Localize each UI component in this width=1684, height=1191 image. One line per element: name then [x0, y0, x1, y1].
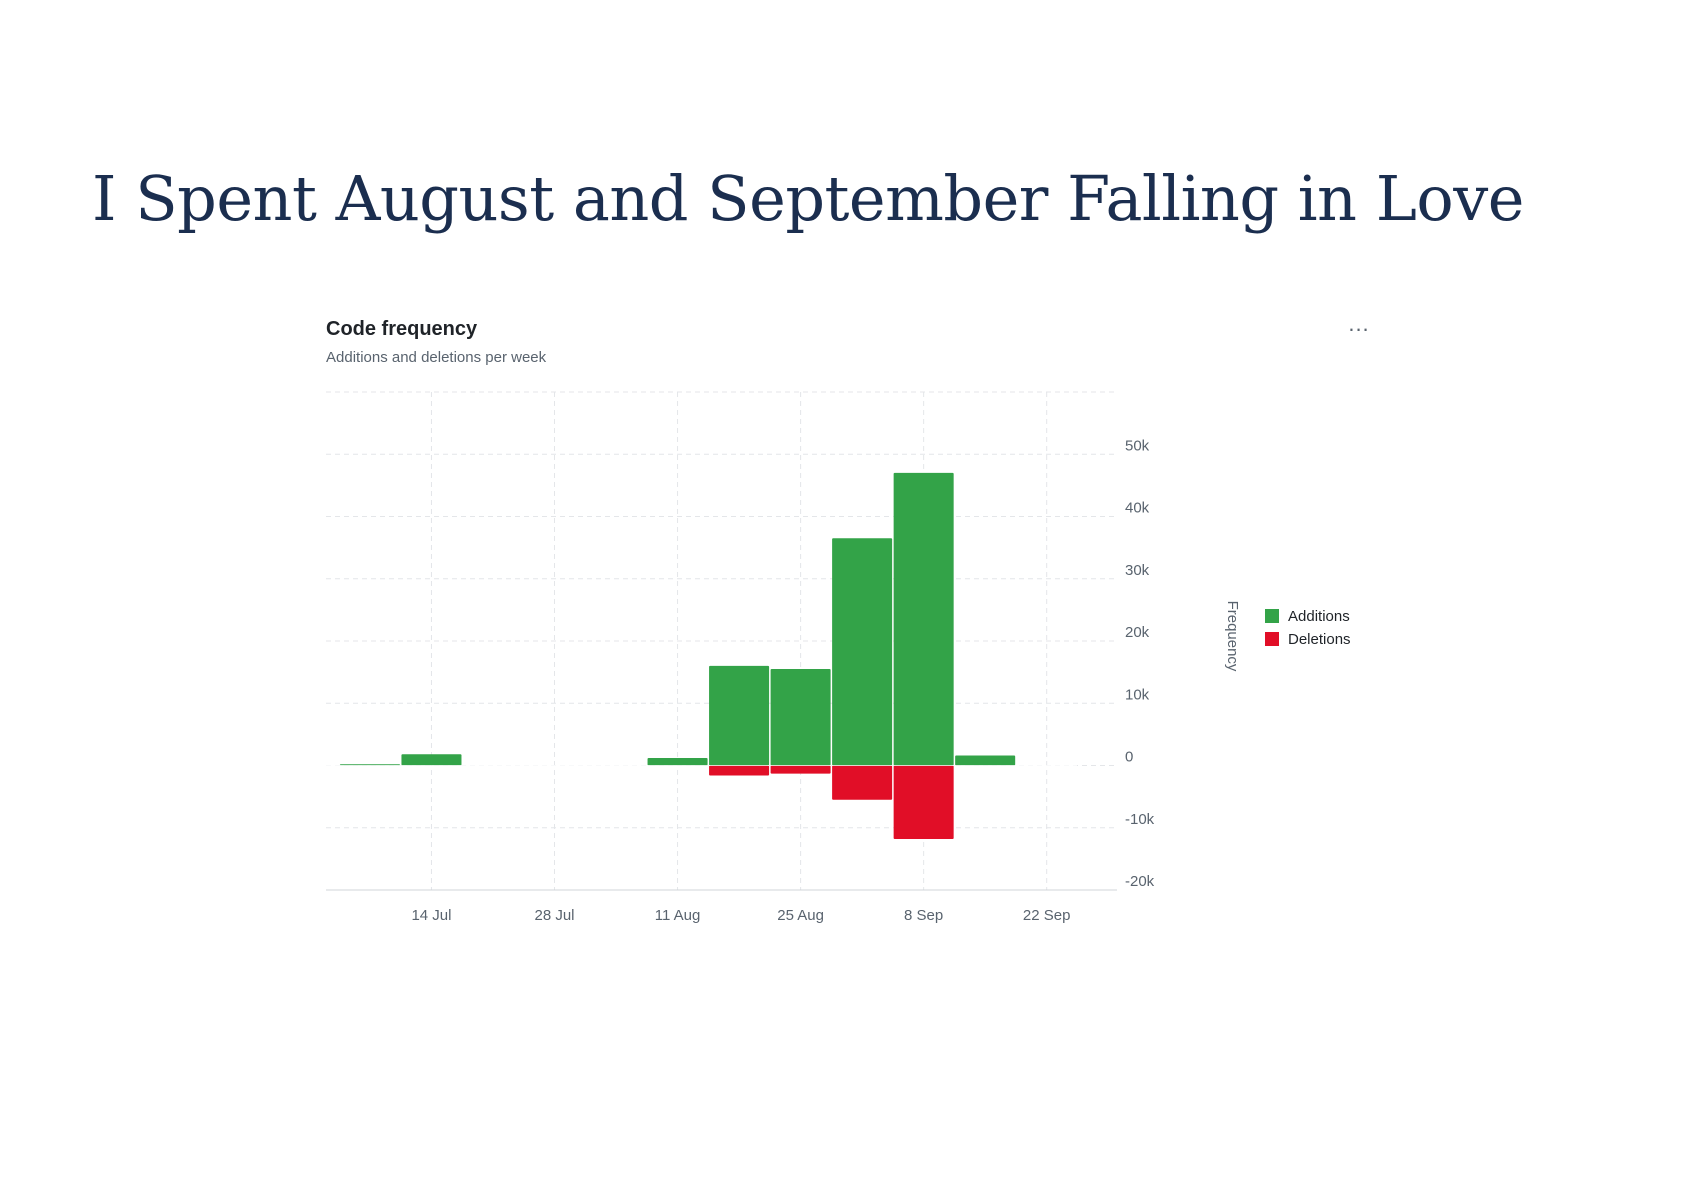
additions-bar: [770, 669, 831, 766]
y-tick-label: 30k: [1125, 562, 1150, 579]
y-tick-label: 0: [1125, 749, 1133, 766]
x-tick-label: 25 Aug: [777, 907, 824, 924]
additions-bar: [832, 538, 893, 766]
bars: [339, 472, 1016, 839]
x-tick-label: 14 Jul: [411, 907, 451, 924]
x-axis-ticks: 14 Jul 28 Jul 11 Aug 25 Aug 8 Sep 22 Sep: [411, 907, 1070, 924]
legend-swatch-additions: [1265, 609, 1279, 623]
x-tick-label: 28 Jul: [534, 907, 574, 924]
slide-title: I Spent August and September Falling in …: [92, 162, 1524, 235]
grid-lines: [326, 391, 1117, 891]
additions-bar: [955, 755, 1016, 766]
legend-label-deletions: Deletions: [1288, 631, 1351, 648]
legend-label-additions: Additions: [1288, 608, 1350, 625]
y-axis-title: Frequency: [1224, 601, 1241, 672]
additions-bar: [401, 754, 462, 766]
x-tick-label: 11 Aug: [655, 907, 701, 924]
y-tick-label: 20k: [1125, 624, 1150, 641]
legend: Additions Deletions: [1265, 608, 1351, 648]
additions-bar: [647, 758, 708, 766]
code-frequency-card: 50k 40k 30k 20k 10k 0 -10k -20k 14 Jul 28 Jul 11 …: [320, 310, 1380, 930]
y-axis-ticks: 50k 40k 30k 20k 10k 0 -10k -20k: [1125, 437, 1155, 890]
deletions-bar: [709, 765, 770, 776]
x-tick-label: 22 Sep: [1023, 907, 1071, 924]
additions-bar: [709, 665, 770, 766]
y-tick-label: 50k: [1125, 437, 1150, 454]
legend-swatch-deletions: [1265, 632, 1279, 646]
y-tick-label: 40k: [1125, 500, 1150, 517]
kebab-horizontal-icon: ...: [1348, 311, 1370, 336]
y-tick-label: 10k: [1125, 686, 1150, 703]
deletions-bar: [893, 765, 954, 839]
chart-title: Code frequency: [326, 318, 478, 340]
deletions-bar: [832, 765, 893, 800]
additions-bar: [893, 472, 954, 766]
deletions-bar: [770, 765, 831, 774]
chart-subtitle: Additions and deletions per week: [326, 349, 547, 366]
x-tick-label: 8 Sep: [904, 907, 943, 924]
y-tick-label: -20k: [1125, 873, 1155, 890]
more-options-button[interactable]: ...: [1341, 310, 1377, 338]
code-frequency-chart: 50k 40k 30k 20k 10k 0 -10k -20k 14 Jul 28 Jul 11 …: [326, 391, 1351, 924]
y-tick-label: -10k: [1125, 811, 1155, 828]
